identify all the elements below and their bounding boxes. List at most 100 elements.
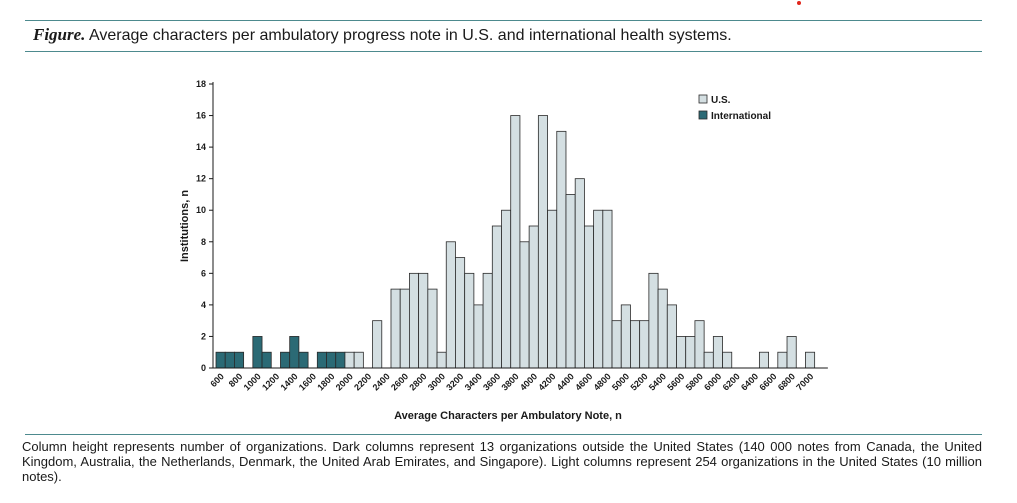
us-bar-3300 [464, 272, 475, 369]
x-tick-label-5000: 5000 [610, 371, 631, 392]
us-bar-2500 [390, 288, 401, 369]
x-tick-label-3800: 3800 [500, 371, 521, 392]
y-tick-label-14: 14 [196, 142, 206, 152]
international-bar-1100 [261, 351, 272, 369]
x-tick-label-2400: 2400 [371, 371, 392, 392]
us-bar-3500 [482, 272, 493, 369]
international-bar-1300 [280, 351, 291, 369]
us-bar-3200 [455, 257, 466, 369]
us-bar-6100 [722, 351, 733, 369]
international-bar-600 [215, 351, 226, 369]
us-bar-5800 [694, 320, 705, 369]
us-bar-4400 [565, 194, 576, 369]
x-tick-label-4400: 4400 [555, 371, 576, 392]
us-bar-4800 [602, 209, 613, 369]
x-tick-label-2800: 2800 [407, 371, 428, 392]
x-tick-label-4800: 4800 [592, 371, 613, 392]
us-bar-2000 [344, 351, 355, 369]
caption-rule [25, 434, 982, 435]
us-bar-3800 [510, 115, 521, 369]
us-bar-5100 [630, 320, 641, 369]
us-bar-2300 [372, 320, 383, 369]
legend-label-1: International [711, 111, 771, 122]
x-tick-label-1000: 1000 [242, 371, 263, 392]
legend-label-0: U.S. [711, 95, 731, 106]
x-tick-label-6200: 6200 [721, 371, 742, 392]
y-tick-label-0: 0 [201, 363, 206, 373]
x-tick-label-2200: 2200 [352, 371, 373, 392]
international-bar-1700 [316, 351, 327, 369]
x-tick-label-3000: 3000 [426, 371, 447, 392]
y-tick-label-16: 16 [196, 111, 206, 121]
x-tick-label-4000: 4000 [518, 371, 539, 392]
figure-title-text: Average characters per ambulatory progre… [89, 27, 732, 44]
international-bar-800 [234, 351, 245, 369]
y-tick-label-2: 2 [201, 331, 206, 341]
x-tick-label-7000: 7000 [794, 371, 815, 392]
us-bar-5000 [620, 304, 631, 369]
us-bar-5200 [639, 320, 650, 369]
x-tick-label-1200: 1200 [260, 371, 281, 392]
x-tick-label-1800: 1800 [315, 371, 336, 392]
us-bar-2600 [399, 288, 410, 369]
international-bar-700 [224, 351, 235, 369]
x-tick-label-3400: 3400 [463, 371, 484, 392]
us-bar-2100 [353, 351, 364, 369]
y-tick-label-18: 18 [196, 79, 206, 89]
figure-caption: Column height represents number of organ… [22, 439, 982, 484]
y-tick-label-6: 6 [201, 268, 206, 278]
us-bar-4500 [574, 178, 585, 369]
us-bar-4300 [556, 130, 567, 369]
us-bar-6000 [712, 336, 723, 369]
figure-title: Figure. Average characters per ambulator… [33, 24, 732, 47]
x-tick-label-6800: 6800 [776, 371, 797, 392]
y-axis-title: Institutions, n [179, 190, 191, 262]
x-tick-label-5400: 5400 [647, 371, 668, 392]
us-bar-7000 [805, 351, 816, 369]
x-tick-label-2000: 2000 [334, 371, 355, 392]
figure-label: Figure. [33, 25, 86, 44]
x-tick-label-3600: 3600 [481, 371, 502, 392]
x-tick-label-5800: 5800 [684, 371, 705, 392]
us-bar-5400 [657, 288, 668, 369]
international-bar-1900 [335, 351, 346, 369]
us-bar-2700 [409, 272, 420, 369]
us-bar-3600 [491, 225, 502, 369]
us-bar-4900 [611, 320, 622, 369]
us-bar-6500 [758, 351, 770, 369]
us-bar-3700 [501, 209, 512, 369]
international-bar-1500 [298, 351, 309, 369]
y-tick-label-10: 10 [196, 205, 206, 215]
x-tick-label-1400: 1400 [278, 371, 299, 392]
us-bar-6700 [777, 351, 788, 369]
us-bar-3400 [473, 304, 484, 369]
x-tick-label-6400: 6400 [739, 371, 760, 392]
x-tick-label-6600: 6600 [757, 371, 778, 392]
title-bottom-rule [25, 51, 982, 52]
accent-dot [797, 1, 801, 5]
us-bar-5500 [666, 304, 677, 369]
international-bar-1800 [326, 351, 337, 369]
x-tick-label-5600: 5600 [665, 371, 686, 392]
us-bar-4700 [593, 209, 604, 369]
us-bar-3900 [519, 241, 530, 369]
us-bar-6800 [786, 336, 797, 369]
us-bar-2800 [418, 272, 429, 369]
us-bar-3100 [445, 241, 456, 369]
x-tick-label-4200: 4200 [536, 371, 557, 392]
us-bar-4600 [584, 225, 595, 369]
legend-swatch-1 [698, 110, 708, 120]
us-bar-4000 [528, 225, 539, 369]
y-tick-label-4: 4 [201, 300, 206, 310]
us-bar-5900 [703, 351, 714, 369]
us-bar-2900 [427, 288, 438, 369]
axes-layer [212, 82, 828, 369]
us-bar-4200 [547, 209, 558, 369]
international-bar-1400 [289, 336, 300, 369]
legend-swatch-0 [698, 94, 708, 104]
top-rule [25, 20, 982, 21]
x-axis-title: Average Characters per Ambulatory Note, … [394, 410, 622, 422]
x-tick-label-600: 600 [208, 371, 226, 389]
bars-layer [215, 115, 816, 369]
y-tick-label-12: 12 [196, 174, 206, 184]
